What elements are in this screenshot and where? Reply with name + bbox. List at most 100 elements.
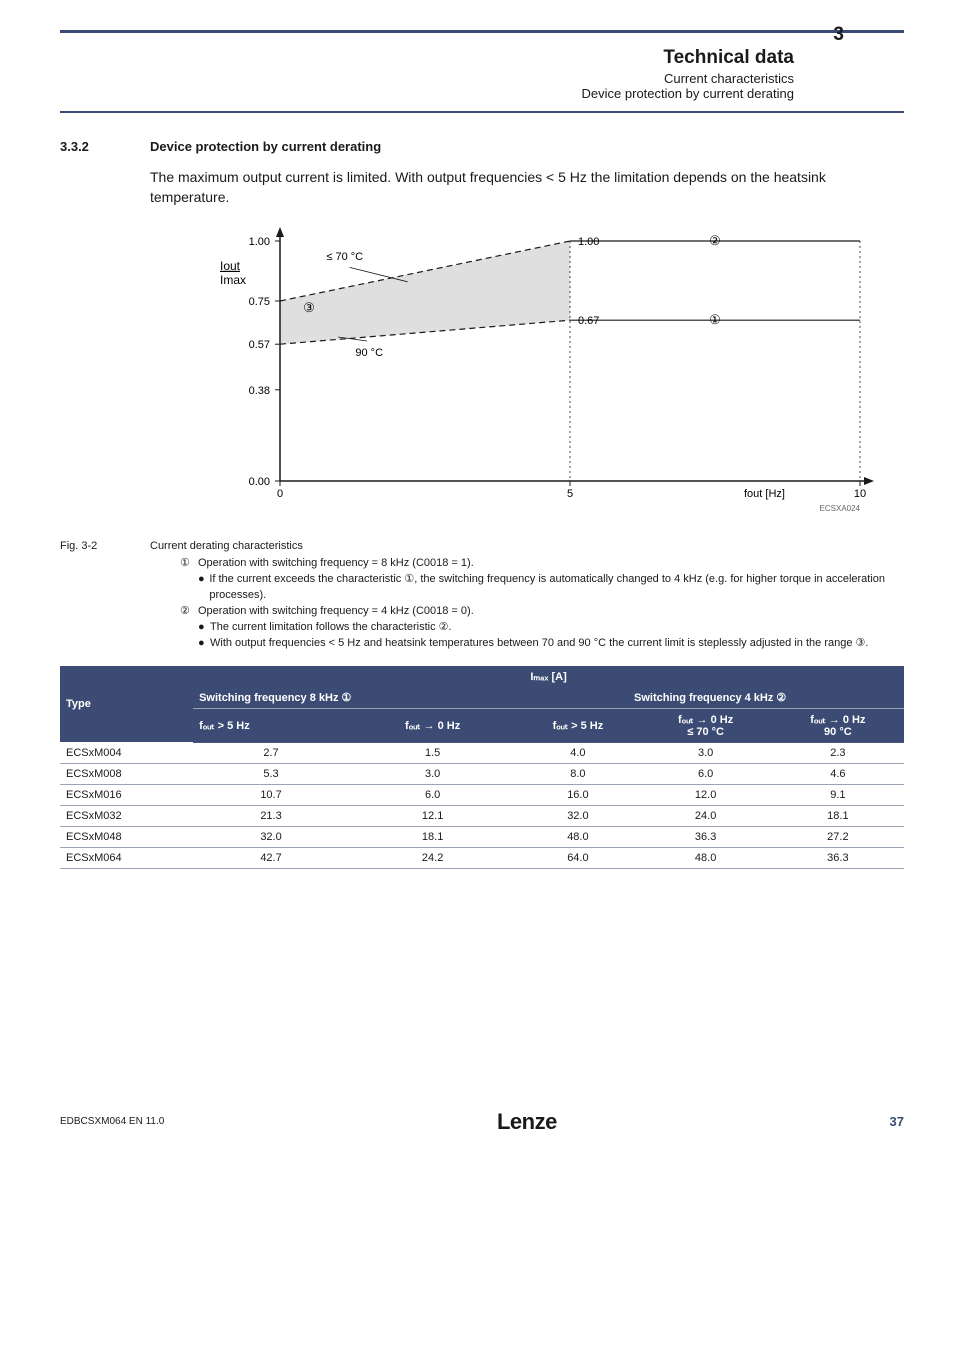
note-2-text: Operation with switching frequency = 4 k… [198,604,474,620]
table-cell: 2.3 [772,742,904,763]
table-cell: 48.0 [516,826,639,847]
derating-chart: 1.000.750.570.380.000510≤ 70 °C90 °C1.00… [150,221,904,534]
chapter-number: 3 [833,24,844,46]
intro-paragraph: The maximum output current is limited. W… [150,168,904,207]
table-cell: 6.0 [349,784,516,805]
svg-text:Iout: Iout [220,259,241,273]
table-cell: 21.3 [193,805,349,826]
table-cell: ECSxM016 [60,784,193,805]
table-row: ECSxM0085.33.08.06.04.6 [60,763,904,784]
svg-text:0: 0 [277,488,283,500]
chart-svg: 1.000.750.570.380.000510≤ 70 °C90 °C1.00… [150,221,900,531]
imax-table: Type Iₘₐₓ [A] Switching frequency 8 kHz … [60,666,904,869]
th-col5: fₒᵤₜ → 0 Hz 90 °C [772,708,904,742]
table-cell: 5.3 [193,763,349,784]
note-1-marker: ① [180,556,198,572]
table-cell: 3.0 [640,742,772,763]
table-cell: 64.0 [516,847,639,868]
th-8khz: Switching frequency 8 kHz ① [193,687,516,709]
table-cell: 9.1 [772,784,904,805]
header-subtitle-2: Device protection by current derating [60,86,794,101]
table-cell: 2.7 [193,742,349,763]
table-cell: ECSxM064 [60,847,193,868]
svg-text:1.00: 1.00 [578,236,599,248]
svg-text:③: ③ [303,300,315,315]
page-header: 3 Technical data Current characteristics… [60,30,904,113]
th-col2: fₒᵤₜ → 0 Hz [349,708,516,742]
svg-text:0.57: 0.57 [249,339,270,351]
svg-text:1.00: 1.00 [249,236,270,248]
table-cell: 1.5 [349,742,516,763]
note-2: ② Operation with switching frequency = 4… [180,604,904,620]
figure-caption-row: Fig. 3-2 Current derating characteristic… [60,540,904,552]
table-cell: 24.0 [640,805,772,826]
table-cell: ECSxM004 [60,742,193,763]
header-title: Technical data [60,47,794,69]
section-heading: 3.3.2 Device protection by current derat… [60,139,904,154]
table-cell: 36.3 [640,826,772,847]
header-rule-top [60,30,904,33]
table-cell: 12.1 [349,805,516,826]
header-title-block: Technical data Current characteristics D… [60,47,904,101]
table-cell: 16.0 [516,784,639,805]
th-4khz: Switching frequency 4 kHz ② [516,687,904,709]
table-cell: 4.0 [516,742,639,763]
note-1: ① Operation with switching frequency = 8… [180,556,904,572]
svg-text:10: 10 [854,488,866,500]
figure-label: Fig. 3-2 [60,540,150,552]
table-cell: 18.1 [772,805,904,826]
svg-text:ECSXA024: ECSXA024 [820,504,861,513]
note-1-text: Operation with switching frequency = 8 k… [198,556,474,572]
svg-text:5: 5 [567,488,573,500]
table-cell: 3.0 [349,763,516,784]
table-row: ECSxM01610.76.016.012.09.1 [60,784,904,805]
note-2-sub2: ●With output frequencies < 5 Hz and heat… [198,636,904,652]
svg-text:0.38: 0.38 [249,385,270,397]
svg-text:≤ 70 °C: ≤ 70 °C [326,251,363,263]
table-cell: 42.7 [193,847,349,868]
th-col1: fₒᵤₜ > 5 Hz [193,708,349,742]
footer-brand-logo: Lenze [497,1109,557,1135]
footer-page-number: 37 [890,1114,904,1129]
section-title: Device protection by current derating [150,139,381,154]
header-subtitle-1: Current characteristics [60,71,794,86]
table-row: ECSxM0042.71.54.03.02.3 [60,742,904,763]
header-rule-bottom [60,111,904,113]
svg-text:②: ② [709,233,721,248]
note-2-marker: ② [180,604,198,620]
table-cell: 8.0 [516,763,639,784]
table-cell: 10.7 [193,784,349,805]
table-row: ECSxM06442.724.264.048.036.3 [60,847,904,868]
table-cell: 18.1 [349,826,516,847]
svg-text:90 °C: 90 °C [355,347,383,359]
svg-text:fout [Hz]: fout [Hz] [744,488,785,500]
table-cell: 4.6 [772,763,904,784]
note-1-sub: ●If the current exceeds the characterist… [198,572,904,604]
figure-notes: ① Operation with switching frequency = 8… [180,556,904,652]
th-col3: fₒᵤₜ > 5 Hz [516,708,639,742]
th-type: Type [60,666,193,743]
table-cell: 48.0 [640,847,772,868]
table-cell: 24.2 [349,847,516,868]
svg-text:Imax: Imax [220,273,246,287]
svg-text:0.67: 0.67 [578,315,599,327]
table-cell: 27.2 [772,826,904,847]
figure-caption: Current derating characteristics [150,540,303,552]
svg-text:0.00: 0.00 [249,476,270,488]
footer-doc-id: EDBCSXM064 EN 11.0 [60,1116,164,1127]
table-cell: 6.0 [640,763,772,784]
table-cell: ECSxM048 [60,826,193,847]
svg-text:①: ① [709,312,721,327]
section-number: 3.3.2 [60,139,150,154]
page-footer: EDBCSXM064 EN 11.0 Lenze 37 [60,1109,904,1135]
th-imax: Iₘₐₓ [A] [193,666,904,687]
table-cell: ECSxM032 [60,805,193,826]
table-row: ECSxM04832.018.148.036.327.2 [60,826,904,847]
table-cell: 32.0 [193,826,349,847]
th-col4: fₒᵤₜ → 0 Hz ≤ 70 °C [640,708,772,742]
table-row: ECSxM03221.312.132.024.018.1 [60,805,904,826]
table-cell: 12.0 [640,784,772,805]
table-cell: ECSxM008 [60,763,193,784]
table-cell: 36.3 [772,847,904,868]
table-cell: 32.0 [516,805,639,826]
